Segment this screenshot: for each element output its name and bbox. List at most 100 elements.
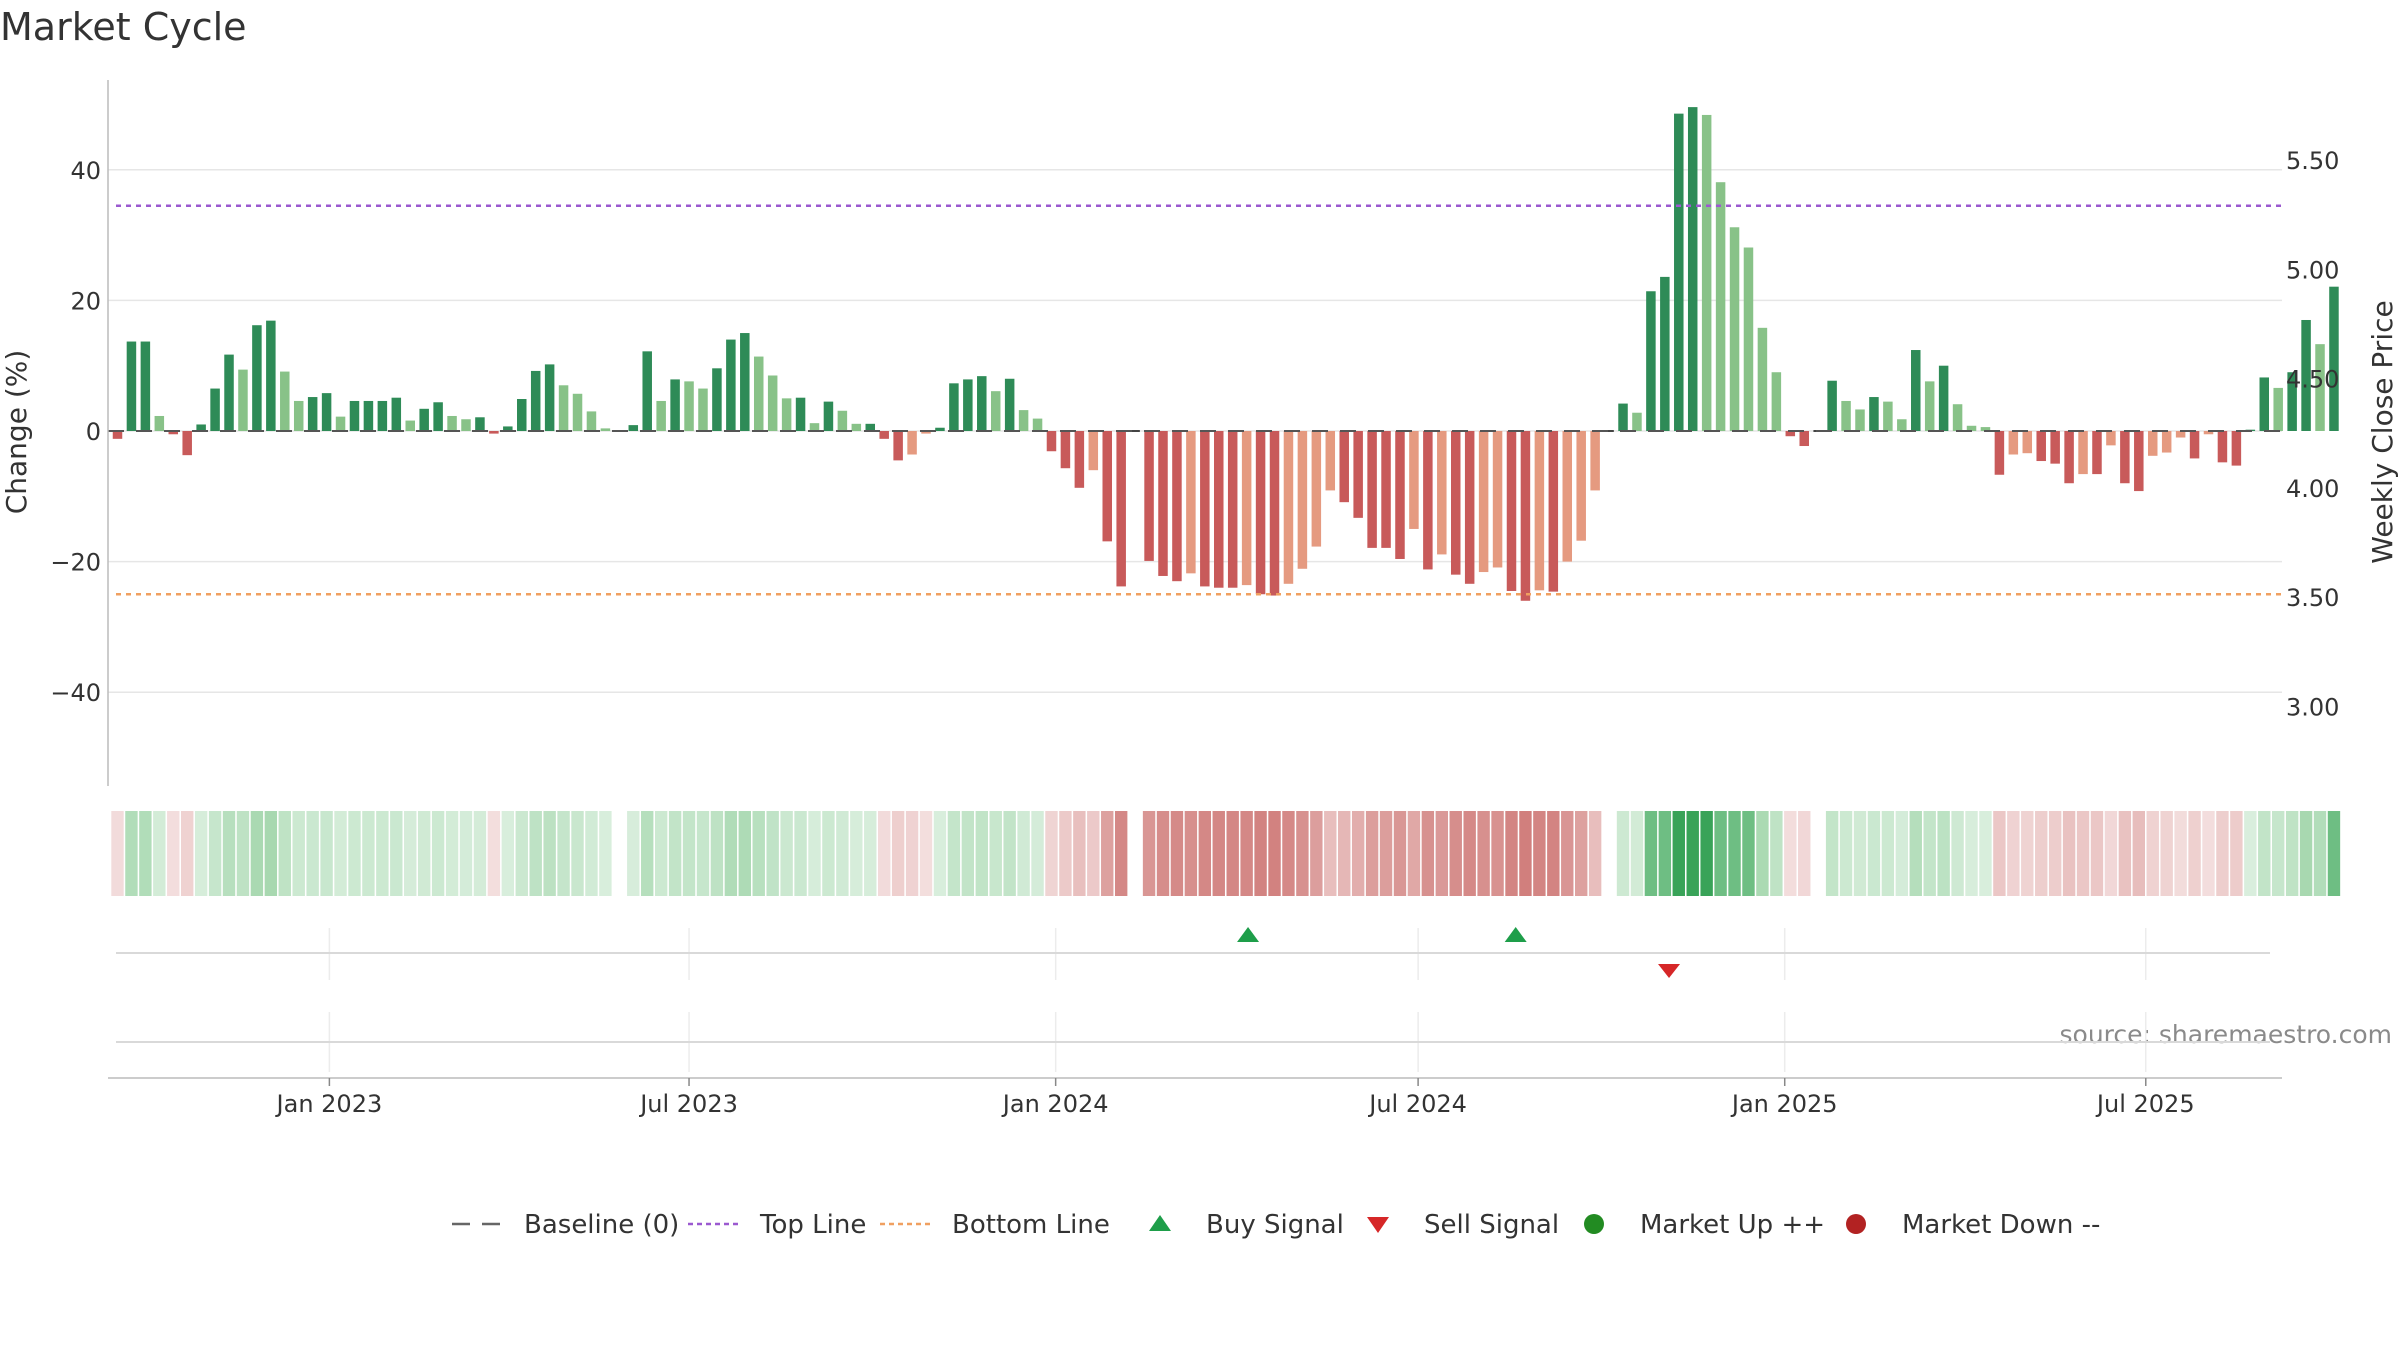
bar: [1632, 412, 1642, 431]
heat-cell: [181, 811, 194, 896]
heat-cell: [2327, 811, 2341, 896]
y-tick-label: 0: [86, 418, 101, 446]
heat-cell: [1268, 811, 1281, 896]
heat-cell: [1031, 811, 1044, 896]
legend-item: Market Up ++: [1584, 1210, 1825, 1240]
bar: [2147, 431, 2158, 456]
bar: [1200, 431, 1210, 587]
heat-cell: [2035, 811, 2048, 896]
y2-tick-label: 4.00: [2286, 475, 2339, 503]
heat-cell: [2285, 811, 2299, 896]
heat-cell: [1575, 811, 1588, 896]
heat-strip: [111, 811, 2341, 896]
bar: [363, 400, 374, 431]
legend-item: Top Line: [688, 1210, 866, 1240]
heat-cell: [961, 811, 975, 896]
heat-cell: [1393, 811, 1407, 896]
bar: [503, 426, 513, 431]
bar: [809, 423, 820, 431]
legend-swatch-triangle-down-icon: [1367, 1217, 1389, 1233]
legend-item: Baseline (0): [452, 1210, 679, 1240]
y2-axis-label: Weekly Close Price: [2366, 300, 2399, 563]
legend-label: Top Line: [759, 1210, 866, 1240]
heat-cell: [1435, 811, 1448, 896]
heat-cell: [2076, 811, 2090, 896]
bar: [1715, 182, 1726, 431]
bar: [1381, 431, 1391, 548]
bar: [2134, 431, 2144, 492]
heat-cell: [529, 811, 542, 896]
heat-cell: [2118, 811, 2132, 896]
bar: [2203, 431, 2214, 435]
bar: [2078, 431, 2088, 475]
heat-cell: [111, 811, 124, 896]
heat-cell: [208, 811, 222, 896]
bar: [1130, 430, 1140, 432]
heat-cell: [1338, 811, 1351, 896]
bar: [1869, 397, 1879, 431]
legend-label: Market Down --: [1902, 1210, 2100, 1240]
bar: [2120, 431, 2130, 484]
heat-cell: [1853, 811, 1867, 896]
bar: [628, 425, 639, 431]
sell-signal-marker: [1658, 964, 1681, 978]
bar: [572, 393, 583, 431]
legend-swatch-circle-icon: [1584, 1214, 1604, 1234]
heat-cell: [808, 811, 821, 896]
x-tick-label: Jan 2023: [275, 1090, 383, 1118]
heat-cell: [390, 811, 403, 896]
bar: [1506, 431, 1517, 591]
heat-cell: [724, 811, 738, 896]
heat-cell: [891, 811, 905, 896]
bar: [2036, 431, 2046, 462]
heat-cell: [1449, 811, 1462, 896]
bar: [112, 431, 123, 439]
bar: [990, 391, 1001, 431]
heat-cell: [794, 811, 807, 896]
heat-cell: [1421, 811, 1435, 896]
heat-cell: [2272, 811, 2285, 896]
heat-cell: [1784, 811, 1797, 896]
bar: [2259, 377, 2270, 431]
heat-cell: [2244, 811, 2257, 896]
bar: [1423, 431, 1433, 570]
heat-cell: [878, 811, 891, 896]
heat-cell: [1477, 811, 1490, 896]
bar: [1297, 431, 1308, 569]
heat-cell: [1129, 811, 1141, 896]
heat-cell: [194, 811, 208, 896]
bar: [1618, 403, 1628, 431]
bar: [1938, 365, 1949, 431]
bar: [712, 368, 722, 431]
heat-cell: [348, 811, 361, 896]
heat-cell: [975, 811, 988, 896]
heat-cell: [599, 811, 612, 896]
y2-tick-label: 5.50: [2286, 147, 2339, 175]
x-tick-label: Jul 2025: [2095, 1090, 2195, 1118]
bar: [823, 401, 834, 431]
heat-cell: [1812, 811, 1824, 896]
buy-signal-marker: [1504, 927, 1527, 942]
bar: [2231, 431, 2242, 466]
heat-cell: [543, 811, 556, 896]
bar: [447, 415, 457, 431]
heat-cell: [2048, 811, 2062, 896]
bar: [335, 416, 346, 431]
heat-cell: [1407, 811, 1421, 896]
source-note: source: sharemaestro.com: [2060, 1020, 2393, 1049]
heat-cell: [362, 811, 375, 896]
heat-cell: [1798, 811, 1811, 896]
legend-label: Market Up ++: [1640, 1210, 1825, 1240]
bar: [1004, 378, 1015, 431]
bar: [1646, 291, 1656, 431]
heat-cell: [1282, 811, 1295, 896]
heat-cell: [292, 811, 305, 896]
bar: [1827, 380, 1837, 431]
x-tick-label: Jul 2024: [1367, 1090, 1467, 1118]
bar: [1701, 114, 1712, 431]
bar: [530, 370, 541, 431]
bar: [726, 339, 736, 431]
heat-cell: [585, 811, 598, 896]
bar: [321, 393, 332, 431]
